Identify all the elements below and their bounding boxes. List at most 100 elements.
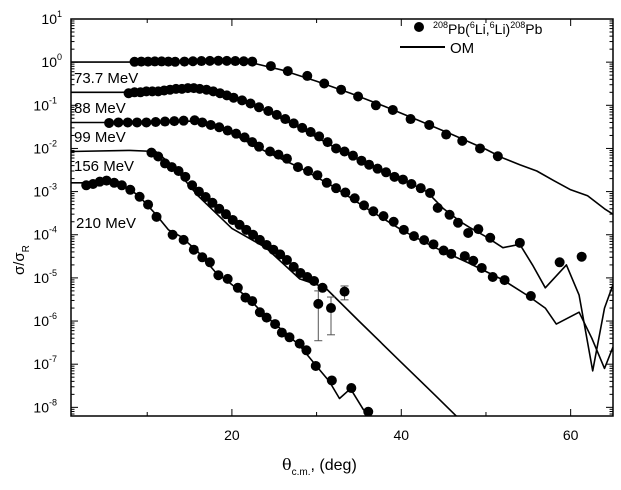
- data-point: [339, 146, 350, 157]
- data-point: [282, 66, 293, 77]
- data-point: [196, 56, 207, 67]
- data-point: [207, 197, 218, 208]
- energy-label-99: 99 MeV: [74, 129, 126, 146]
- data-point: [270, 319, 281, 330]
- data-point: [370, 100, 381, 111]
- y-tick-label: 101: [41, 9, 62, 27]
- data-point: [178, 115, 189, 126]
- data-point: [273, 149, 284, 160]
- data-point: [169, 116, 180, 127]
- data-point: [292, 162, 303, 173]
- data-point: [336, 84, 347, 95]
- data-point: [303, 166, 314, 177]
- data-point: [187, 180, 198, 191]
- data-point: [321, 177, 332, 188]
- data-point: [113, 117, 124, 128]
- data-point: [288, 261, 299, 272]
- data-point: [317, 282, 328, 293]
- data-point: [197, 252, 208, 263]
- data-point: [170, 56, 181, 67]
- data-point: [204, 55, 215, 66]
- data-point: [388, 216, 399, 227]
- data-point: [492, 151, 503, 162]
- data-point: [214, 122, 225, 133]
- data-point: [247, 296, 258, 307]
- data-point: [301, 345, 312, 356]
- data-point: [180, 171, 191, 182]
- data-point: [359, 200, 370, 211]
- data-point: [231, 128, 242, 139]
- data-point: [378, 211, 389, 222]
- data-point: [381, 167, 392, 178]
- y-axis-title: σ/σR: [11, 245, 32, 275]
- data-point: [297, 122, 308, 133]
- y-tick-label: 100: [41, 52, 62, 70]
- data-point: [134, 191, 145, 202]
- legend-data-label: 208Pb(6Li,6Li)208Pb: [433, 20, 543, 37]
- data-point: [221, 55, 232, 66]
- data-point: [446, 248, 457, 259]
- data-point: [444, 209, 455, 220]
- om-curve-2: [71, 120, 613, 370]
- data-point: [499, 275, 510, 286]
- data-point: [325, 303, 336, 314]
- data-point: [339, 286, 350, 297]
- data-point: [151, 211, 162, 222]
- y-tick-label: 10-2: [33, 138, 57, 156]
- data-point: [326, 375, 337, 386]
- y-tick-label: 10-6: [33, 311, 57, 329]
- data-point: [143, 199, 154, 210]
- data-point: [425, 187, 436, 198]
- data-point: [160, 116, 171, 127]
- data-point: [398, 224, 409, 235]
- data-point: [322, 137, 333, 148]
- data-point: [141, 117, 152, 128]
- data-point: [389, 171, 400, 182]
- data-point: [305, 127, 316, 138]
- data-point: [514, 237, 525, 248]
- data-point: [428, 239, 439, 250]
- data-point: [349, 193, 360, 204]
- data-point: [459, 251, 470, 262]
- data-point: [463, 227, 474, 238]
- energy-label-73.7: 73.7 MeV: [74, 70, 138, 87]
- data-point: [424, 119, 435, 130]
- data-point: [238, 56, 249, 67]
- data-point: [576, 251, 587, 262]
- data-point: [473, 224, 484, 235]
- data-point: [228, 92, 239, 103]
- data-point: [487, 271, 498, 282]
- data-point: [340, 187, 351, 198]
- data-point: [281, 153, 292, 164]
- data-point: [200, 191, 211, 202]
- data-point: [189, 115, 200, 126]
- x-tick-label: 40: [393, 427, 409, 443]
- y-tick-label: 10-5: [33, 268, 57, 286]
- data-point: [353, 91, 364, 102]
- data-point: [132, 117, 143, 128]
- data-point: [222, 273, 233, 284]
- data-point: [281, 254, 292, 265]
- data-point: [116, 180, 127, 191]
- legend-om-label: OM: [450, 40, 474, 57]
- data-point: [193, 186, 204, 197]
- data-point: [346, 383, 357, 394]
- om-curve-1: [71, 88, 613, 372]
- data-point: [554, 257, 565, 268]
- data-point: [475, 143, 486, 154]
- data-point: [457, 135, 468, 146]
- data-point: [254, 307, 265, 318]
- data-point: [245, 98, 256, 109]
- data-point: [187, 56, 198, 67]
- data-point: [363, 406, 374, 416]
- data-point: [197, 117, 208, 128]
- data-point: [368, 206, 379, 217]
- data-point: [248, 229, 259, 240]
- data-point: [419, 235, 430, 246]
- data-point: [280, 114, 291, 125]
- data-point: [438, 245, 449, 256]
- data-point: [261, 312, 272, 323]
- data-point: [230, 56, 241, 67]
- x-tick-label: 20: [224, 427, 240, 443]
